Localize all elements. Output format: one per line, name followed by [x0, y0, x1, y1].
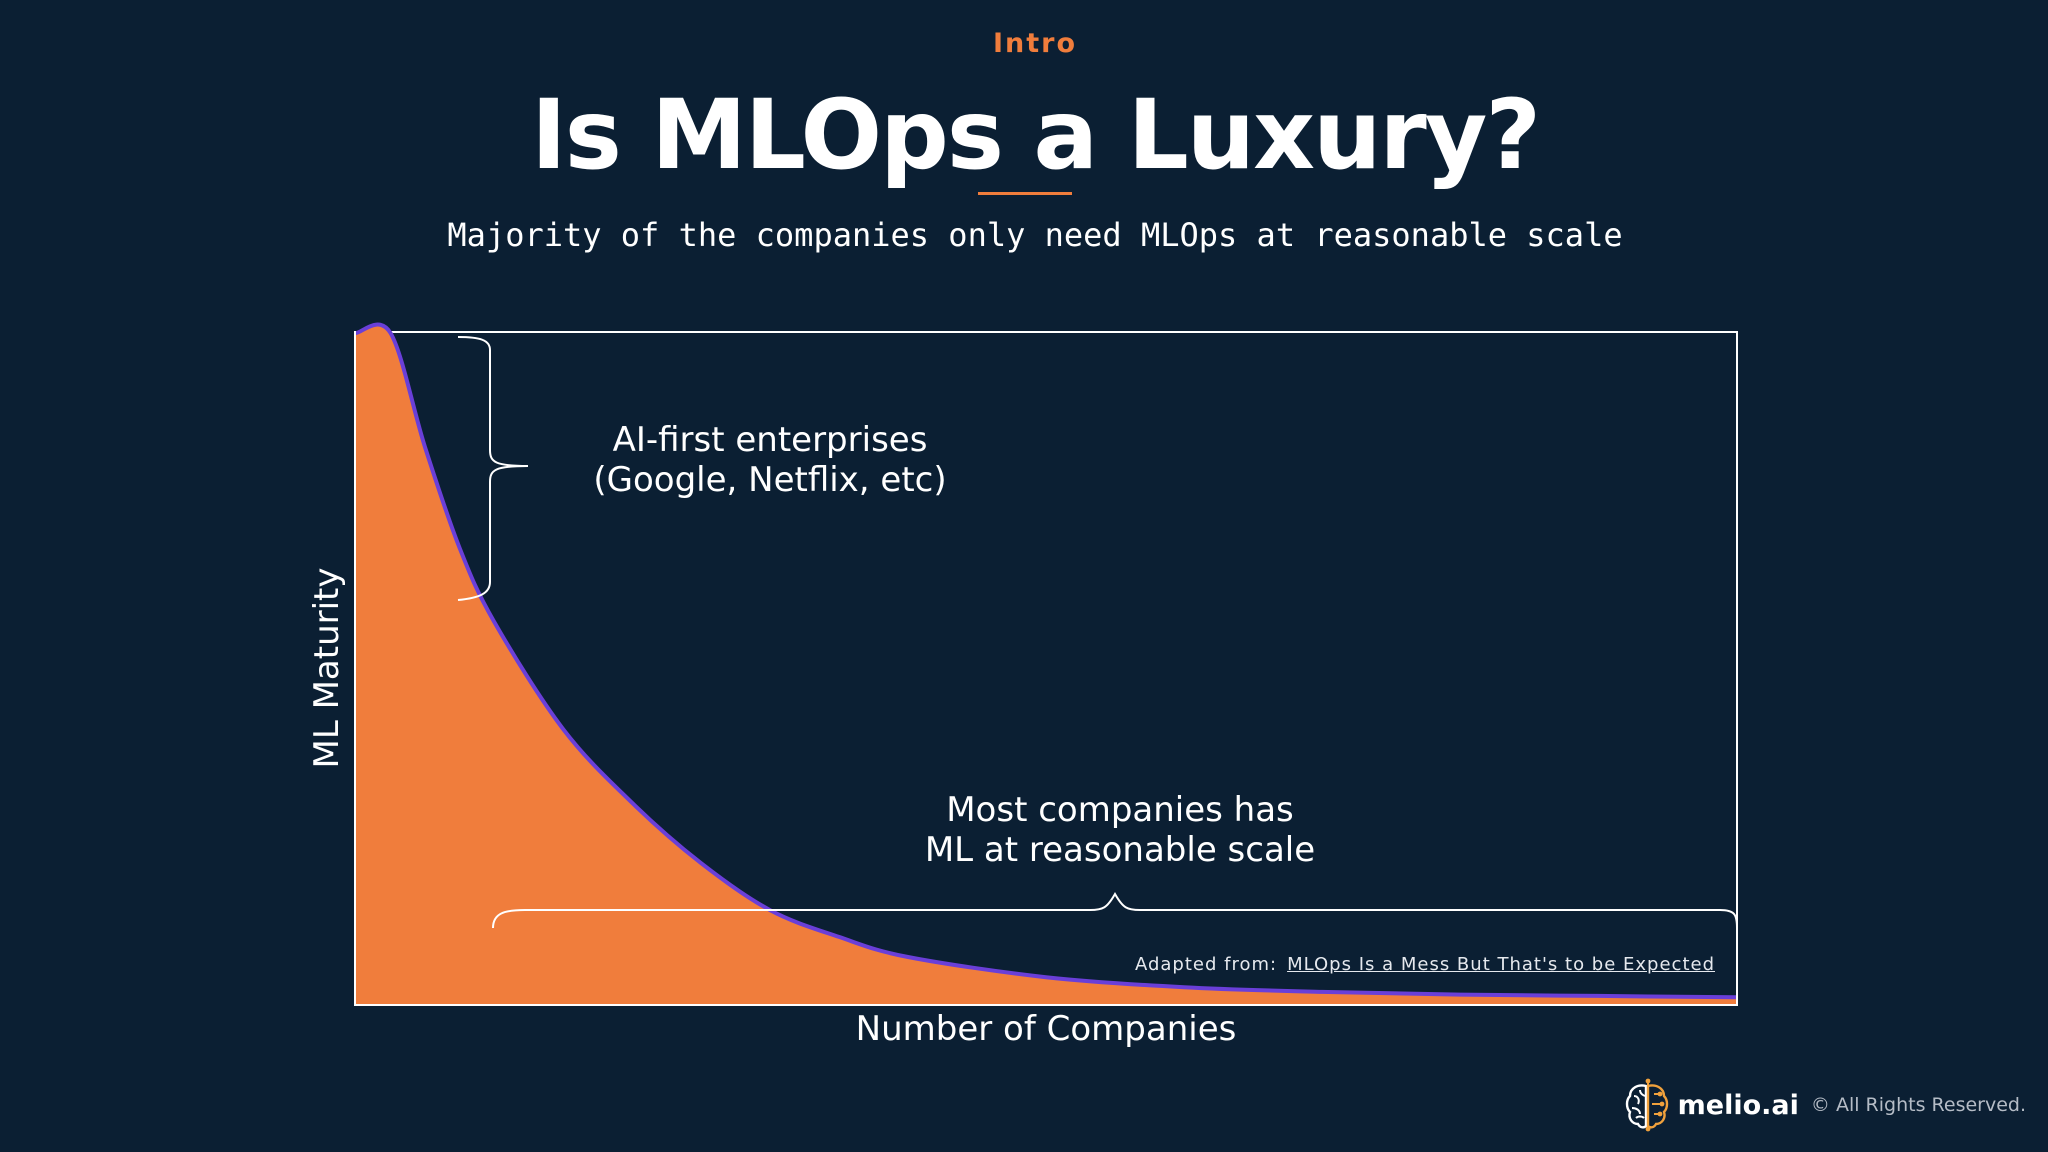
- distribution-area: [356, 324, 1736, 1004]
- footer: melio.ai © All Rights Reserved.: [1624, 1078, 2026, 1132]
- ai-first-line-2: (Google, Netflix, etc): [593, 460, 947, 500]
- ai-first-annotation: AI-first enterprises (Google, Netflix, e…: [560, 420, 980, 500]
- title-underline: [978, 192, 1072, 195]
- ai-first-line-1: AI-first enterprises: [612, 420, 928, 460]
- brand-name: melio.ai: [1677, 1089, 1799, 1121]
- source-prefix: Adapted from:: [1134, 954, 1278, 975]
- page-title: Is MLOps a Luxury?: [530, 79, 1541, 191]
- most-companies-line-2: ML at reasonable scale: [924, 830, 1316, 870]
- source-note: Adapted from: MLOps Is a Mess But That's …: [1090, 954, 1715, 975]
- section-label: Intro: [992, 28, 1078, 59]
- subtitle: Majority of the companies only need MLOp…: [447, 216, 1623, 254]
- brain-logo-icon: [1625, 1078, 1668, 1132]
- most-companies-annotation: Most companies has ML at reasonable scal…: [880, 790, 1360, 870]
- x-axis-label: Number of Companies: [856, 1009, 1237, 1049]
- y-axis-label: ML Maturity: [307, 567, 347, 768]
- most-companies-line-1: Most companies has: [946, 790, 1294, 830]
- source-link[interactable]: MLOps Is a Mess But That's to be Expecte…: [1287, 954, 1715, 975]
- distribution-curve: [355, 322, 1737, 1000]
- most-companies-bracket: [492, 891, 1738, 929]
- copyright: © All Rights Reserved.: [1810, 1094, 2026, 1116]
- chart-frame: [354, 331, 1738, 1006]
- ai-first-bracket: [457, 336, 529, 601]
